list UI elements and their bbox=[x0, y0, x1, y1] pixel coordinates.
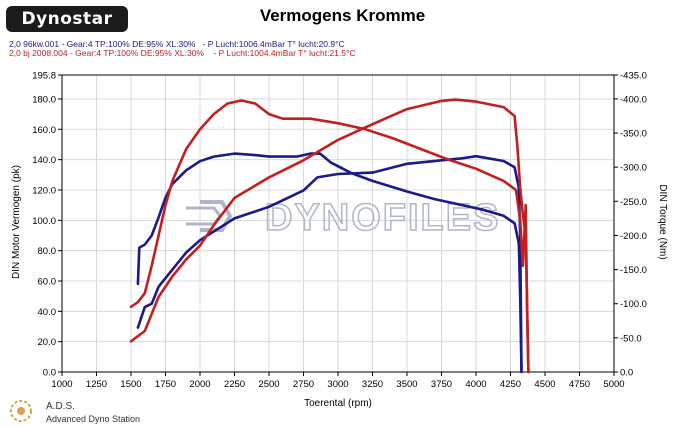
watermark-text: DYNOFILES bbox=[265, 197, 500, 239]
x-tick-label: 4750 bbox=[569, 379, 590, 390]
y2-tick-label: -350.0 bbox=[620, 129, 647, 140]
series-line-1-power bbox=[136, 152, 523, 374]
x-tick-label: 3250 bbox=[362, 379, 383, 390]
ads-logo-icon bbox=[10, 400, 32, 422]
series-line-3-power bbox=[129, 99, 530, 374]
y2-tick-label: -150.0 bbox=[620, 265, 647, 276]
y-tick-label: 120.0 bbox=[32, 185, 56, 196]
x-tick-label: 1750 bbox=[155, 379, 176, 390]
y2-tick-label: -300.0 bbox=[620, 163, 647, 174]
x-tick-label: 1000 bbox=[51, 379, 72, 390]
x-tick-label: 1500 bbox=[120, 379, 141, 390]
y2-tick-label: -250.0 bbox=[620, 197, 647, 208]
footer-ads: A.D.S. bbox=[46, 401, 75, 412]
x-tick-label: 2250 bbox=[224, 379, 245, 390]
y2-axis-label: DIN Torque (Nm) bbox=[657, 184, 668, 259]
y-tick-label: 60.0 bbox=[38, 276, 57, 287]
run1-info: 2,0 96kw.001 - Gear:4 TP:100% DE:95% XL:… bbox=[9, 39, 345, 49]
series-line-2-torque bbox=[136, 154, 523, 374]
footer-ads-full: Advanced Dyno Station bbox=[46, 414, 141, 424]
x-tick-label: 3500 bbox=[396, 379, 417, 390]
y2-tick-label: -435.0 bbox=[620, 71, 647, 82]
y2-tick-label: 0.0 bbox=[620, 368, 633, 379]
x-tick-label: 4000 bbox=[465, 379, 486, 390]
chart-title: Vermogens Kromme bbox=[259, 6, 426, 25]
y-axis-label: DIN Motor Vermogen (pk) bbox=[11, 165, 22, 279]
y-tick-label: 195.8 bbox=[32, 71, 56, 82]
x-tick-label: 2750 bbox=[293, 379, 314, 390]
dynostar-logo: Dynostar bbox=[6, 6, 128, 32]
y-tick-label: 40.0 bbox=[38, 307, 57, 318]
y-tick-label: 140.0 bbox=[32, 155, 56, 166]
x-tick-label: 2000 bbox=[189, 379, 210, 390]
logo-text: Dynostar bbox=[21, 9, 113, 29]
x-tick-label: 3000 bbox=[327, 379, 348, 390]
y-tick-label: 0.0 bbox=[43, 368, 56, 379]
y-tick-label: 160.0 bbox=[32, 125, 56, 136]
y-tick-label: 100.0 bbox=[32, 216, 56, 227]
series-line-4-torque bbox=[129, 98, 530, 374]
y2-tick-label: -200.0 bbox=[620, 231, 647, 242]
y-tick-label: 20.0 bbox=[38, 337, 57, 348]
x-tick-label: 1250 bbox=[86, 379, 107, 390]
x-tick-label: 3750 bbox=[431, 379, 452, 390]
plot-frame bbox=[61, 74, 615, 373]
y-tick-label: 80.0 bbox=[38, 246, 57, 257]
y2-tick-label: -400.0 bbox=[620, 94, 647, 105]
x-tick-label: 2500 bbox=[258, 379, 279, 390]
x-axis-label: Toerental (rpm) bbox=[304, 398, 372, 409]
y2-tick-label: -50.0 bbox=[620, 333, 642, 344]
x-tick-label: 4250 bbox=[500, 379, 521, 390]
x-tick-label: 5000 bbox=[603, 379, 624, 390]
series-lines bbox=[129, 98, 530, 374]
axes: 1000 1250 1500 1750 2000 2250 2500 2750 3000 3250… bbox=[32, 71, 647, 391]
y-tick-label: 180.0 bbox=[32, 94, 56, 105]
y2-tick-label: -100.0 bbox=[620, 299, 647, 310]
x-tick-label: 4500 bbox=[534, 379, 555, 390]
run2-info: 2,0 bj 2008.004 - Gear:4 TP:100% DE:95% … bbox=[9, 48, 356, 58]
